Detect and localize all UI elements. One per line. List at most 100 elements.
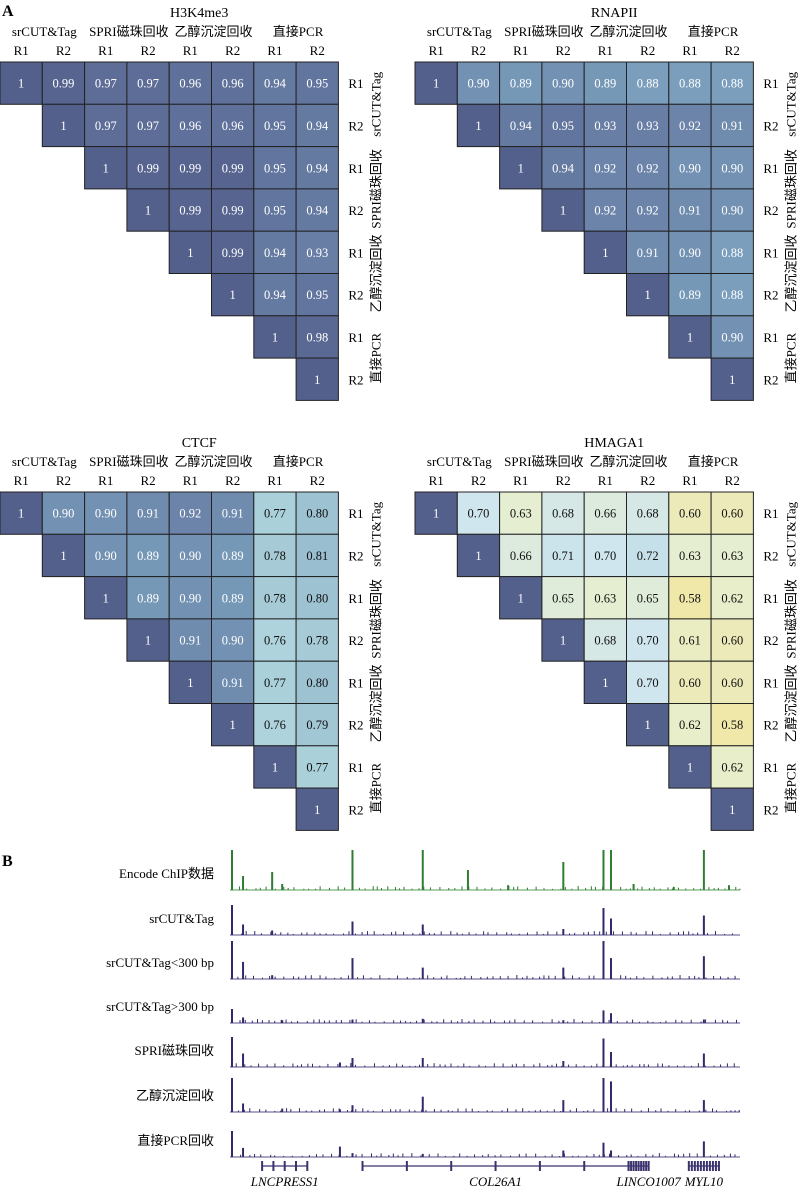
heatmap-cell-value: 1 [475,549,481,563]
track-peak [562,1020,565,1023]
row-group-label: 乙醇沉淀回收 [783,234,798,312]
row-group-label: 乙醇沉淀回收 [783,664,798,742]
row-replicate-label: R1 [763,330,778,345]
gene-exon [693,1161,696,1171]
track-peak [702,1141,705,1157]
heatmap-cell [668,491,712,535]
column-group-label: srCUT&Tag [12,454,77,469]
track-peak [702,915,705,935]
column-group-label: SPRI磁珠回收 [89,454,168,469]
track-peak [562,1061,565,1067]
gene-exon [705,1161,708,1171]
row-replicate-label: R2 [763,203,778,218]
column-replicate-label: R1 [429,473,444,488]
track-peak [231,905,233,935]
column-replicate-label: R1 [598,43,613,58]
heatmap-cell [710,576,754,620]
track-peak [231,1037,233,1067]
heatmap-cell-value: 0.92 [179,507,201,521]
heatmap-cell-value: 0.79 [306,718,328,732]
heatmap-cell-value: 1 [560,634,566,648]
track-peak [281,1108,284,1112]
row-replicate-label: R1 [348,675,363,690]
track-peak [281,884,284,890]
column-replicate-label: R2 [310,43,325,58]
column-replicate-label: R1 [682,473,697,488]
track-peak [562,967,565,979]
heatmap-cell [211,491,255,535]
heatmap-cell [499,576,543,620]
row-replicate-label: R1 [763,760,778,775]
heatmap-cell [668,273,712,317]
track-peak [231,1131,233,1157]
track-peak [351,958,354,979]
heatmap-cell-value: 0.99 [222,246,244,260]
heatmap-cell-value: 0.96 [222,77,244,91]
heatmap-cell [414,61,458,105]
heatmap-cell-value: 0.76 [264,634,286,648]
heatmap-cell [583,188,628,232]
heatmap-cell-value: 0.77 [306,760,328,774]
heatmap-cell [583,660,628,705]
heatmap-cell-value: 0.60 [679,507,701,521]
heatmap-cell-value: 0.99 [179,204,201,218]
heatmap-cell [710,745,754,789]
row-group-label: srCUT&Tag [368,71,383,136]
track-0: Encode ChIP数据 [119,850,741,891]
column-replicate-label: R2 [56,473,71,488]
heatmap-cell-value: 1 [272,330,278,344]
heatmap-cell [710,660,754,705]
heatmap-cell-value: 0.94 [306,119,329,133]
heatmap-cell-value: 0.62 [721,760,743,774]
track-1: srCUT&Tag [149,905,740,936]
row-replicate-label: R1 [348,76,363,91]
track-peak [602,908,605,935]
heatmap-cell-value: 1 [314,803,320,817]
heatmap-cell-value: 0.81 [306,549,328,563]
heatmap-cell [253,230,297,274]
heatmap-cell [626,103,670,148]
heatmap-cell [499,146,543,190]
heatmap-cell [668,315,712,359]
row-group-label: SPRI磁珠回收 [783,579,798,658]
column-replicate-label: R1 [267,473,282,488]
track-peak [351,1105,354,1112]
heatmap-cell [710,357,754,401]
heatmap-cell [211,660,255,705]
gene-exon [450,1161,453,1171]
heatmap-cell [211,230,255,274]
row-replicate-label: R1 [348,161,363,176]
heatmap-cell [41,61,86,105]
heatmap-cell [211,618,255,662]
gene-exon [261,1161,264,1171]
track-peak [602,941,605,979]
heatmap-cell [253,745,297,789]
column-replicate-label: R2 [140,43,155,58]
column-group-label: srCUT&Tag [12,24,77,39]
track-peak [610,1013,613,1023]
heatmap-cell-value: 0.89 [679,288,701,302]
track-peak [562,1100,565,1112]
heatmap-cell-value: 1 [645,288,651,302]
row-replicate-label: R2 [348,372,363,387]
column-replicate-label: R1 [98,43,113,58]
heatmap-cell-value: 0.91 [637,246,659,260]
track-peak [231,941,233,979]
heatmap-cell-value: 0.88 [637,77,659,91]
column-group-label: SPRI磁珠回收 [89,24,168,39]
panel-label-b: B [2,853,13,870]
track-peak [610,1052,613,1067]
heatmap-cell-value: 0.93 [637,119,659,133]
heatmap-cell-value: 0.70 [637,634,659,648]
column-replicate-label: R1 [513,43,528,58]
row-group-label: SPRI磁珠回收 [368,149,383,228]
gene-exon [635,1161,638,1171]
heatmap-cell-value: 0.89 [510,77,532,91]
heatmap-cell-value: 0.97 [95,77,117,91]
heatmap-cell [126,491,170,535]
track-peak [702,850,705,890]
track-peak [421,967,424,979]
gene-exon [361,1161,364,1171]
